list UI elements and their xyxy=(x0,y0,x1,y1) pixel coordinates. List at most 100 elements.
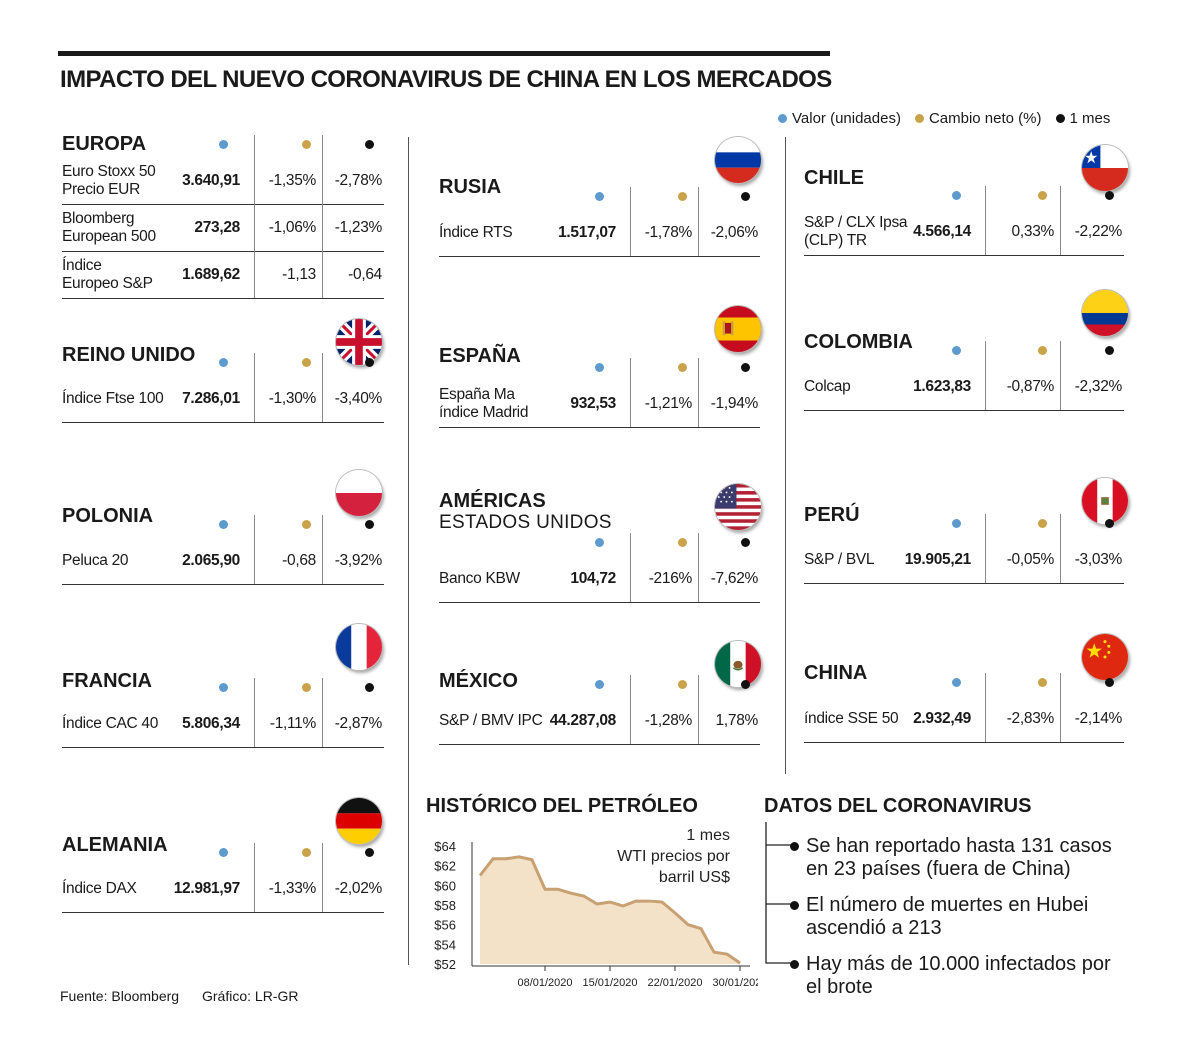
oil-area xyxy=(480,856,740,964)
footer-source: Fuente: Bloomberg xyxy=(60,988,180,1004)
usa-flag-icon xyxy=(715,484,761,530)
table-row: Índice DAX 12.981,97 -1,33% -2,02% xyxy=(62,843,384,913)
legend-item-value: Valor (unidades) xyxy=(778,110,901,127)
column-separator xyxy=(985,341,986,410)
row-name: S&P / CLX Ipsa (CLP) TR xyxy=(804,208,908,255)
spain-flag-icon xyxy=(715,306,761,352)
datos-item-line: Se han reportado hasta 131 casos xyxy=(806,835,1112,857)
gold-dot-icon xyxy=(1037,191,1047,200)
region-title-francia: FRANCIA xyxy=(62,670,152,692)
datos-title: DATOS DEL CORONAVIRUS xyxy=(764,795,1032,817)
row-name: Índice Europeo S&P xyxy=(62,251,153,298)
column-separator xyxy=(985,514,986,583)
table-row: Euro Stoxx 50 Precio EUR 3.640,91 -1,35% -2,… xyxy=(62,135,384,205)
column-separator xyxy=(1060,514,1061,583)
black-dot-icon xyxy=(365,140,375,149)
gold-dot-icon xyxy=(1037,678,1047,687)
row-value: 3.640,91 xyxy=(182,171,240,189)
blue-dot-icon xyxy=(594,192,604,201)
legend-item-month: 1 mes xyxy=(1055,110,1110,127)
row-name-line: Índice DAX xyxy=(62,879,137,897)
row-change: 0,33% xyxy=(1011,222,1055,240)
y-tick-label: $62 xyxy=(434,859,456,874)
row-change: -1,28% xyxy=(644,711,693,729)
row-name: Índice RTS xyxy=(439,209,513,256)
y-tick-label: $56 xyxy=(434,918,456,933)
column-separator xyxy=(322,204,323,251)
column-separator xyxy=(630,187,631,256)
blue-dot-icon xyxy=(594,538,604,547)
row-value: 273,28 xyxy=(194,218,240,236)
black-dot-icon xyxy=(365,358,375,367)
row-name-line: Bloomberg xyxy=(62,209,135,227)
peru-flag-icon xyxy=(1082,478,1128,524)
gold-dot-icon xyxy=(677,680,687,689)
oil-price-line xyxy=(478,855,741,965)
russia-flag-icon xyxy=(715,137,761,183)
row-name: Banco KBW xyxy=(439,555,520,602)
mexico-flag-icon xyxy=(715,641,761,687)
row-change: -1,30% xyxy=(268,389,317,407)
column-divider-1 xyxy=(408,137,409,965)
region-title-alemania: ALEMANIA xyxy=(62,834,168,856)
row-name-line: S&P / CLX Ipsa xyxy=(804,213,908,231)
region-title-rusia: RUSIA xyxy=(439,176,502,198)
column-separator xyxy=(254,353,255,422)
bullet-dot-icon xyxy=(790,842,799,851)
column-separator xyxy=(698,187,699,256)
gold-dot-icon xyxy=(301,848,311,857)
table-row: Banco KBW 104,72 -216% -7,62% xyxy=(439,533,760,603)
black-dot-icon xyxy=(741,680,751,689)
row-name-line: Índice RTS xyxy=(439,223,513,241)
column-separator xyxy=(630,675,631,744)
row-change: -1,35% xyxy=(268,171,317,189)
chart-annotation-line: WTI precios por xyxy=(617,848,731,865)
black-dot-icon xyxy=(741,192,751,201)
y-tick-label: $60 xyxy=(434,878,456,893)
region-title-colombia: COLOMBIA xyxy=(804,331,913,353)
column-separator xyxy=(698,533,699,602)
table-row: Peluca 20 2.065,90 -0,68 -3,92% xyxy=(62,515,384,585)
row-value: 44.287,08 xyxy=(549,711,617,729)
datos-item-line: El número de muertes en Hubei xyxy=(806,894,1089,916)
row-name: Peluca 20 xyxy=(62,537,129,584)
row-change: -0,05% xyxy=(1006,550,1055,568)
row-value: 932,53 xyxy=(570,394,616,412)
region-title-espana: ESPAÑA xyxy=(439,345,521,367)
table-row: índice SSE 50 2.932,49 -2,83% -2,14% xyxy=(804,673,1124,743)
row-value: 19.905,21 xyxy=(904,550,972,568)
column-separator xyxy=(254,843,255,912)
table-row: Índice Ftse 100 7.286,01 -1,30% -3,40% xyxy=(62,353,384,423)
datos-connector xyxy=(765,822,792,964)
column-separator xyxy=(322,678,323,747)
region-title-chile: CHILE xyxy=(804,167,864,189)
poland-flag-icon xyxy=(336,470,382,516)
row-name: Colcap xyxy=(804,363,851,410)
legend-item-change: Cambio neto (%) xyxy=(914,110,1042,127)
row-name-line: S&P / BVL xyxy=(804,550,875,568)
row-month: -1,94% xyxy=(710,394,759,412)
y-tick-label: $58 xyxy=(434,898,456,913)
datos-item: Hay más de 10.000 infectados por el brote xyxy=(806,953,1111,999)
column-separator xyxy=(254,251,255,298)
black-dot-icon xyxy=(741,363,751,372)
datos-item-line: ascendió a 213 xyxy=(806,917,942,939)
page-title: IMPACTO DEL NUEVO CORONAVIRUS DE CHINA E… xyxy=(60,66,832,93)
blue-dot-icon xyxy=(218,683,228,692)
row-month: -0,64 xyxy=(348,265,382,283)
column-separator xyxy=(322,251,323,298)
row-month: -2,78% xyxy=(334,171,383,189)
gold-dot-icon xyxy=(677,192,687,201)
black-dot-icon xyxy=(365,848,375,857)
column-separator xyxy=(254,135,255,204)
gold-dot-icon xyxy=(301,683,311,692)
datos-item-line: Hay más de 10.000 infectados por xyxy=(806,953,1111,975)
row-name: S&P / BMV IPC xyxy=(439,697,543,744)
region-title-polonia: POLONIA xyxy=(62,505,154,527)
table-row: España Ma índice Madrid 932,53 -1,21% -1,94% xyxy=(439,358,760,428)
black-dot-icon xyxy=(741,538,751,547)
china-flag-icon xyxy=(1082,634,1128,680)
row-change: -1,21% xyxy=(644,394,693,412)
table-row: S&P / CLX Ipsa (CLP) TR 4.566,14 0,33% -2,22… xyxy=(804,186,1124,256)
blue-dot-icon xyxy=(952,519,962,528)
